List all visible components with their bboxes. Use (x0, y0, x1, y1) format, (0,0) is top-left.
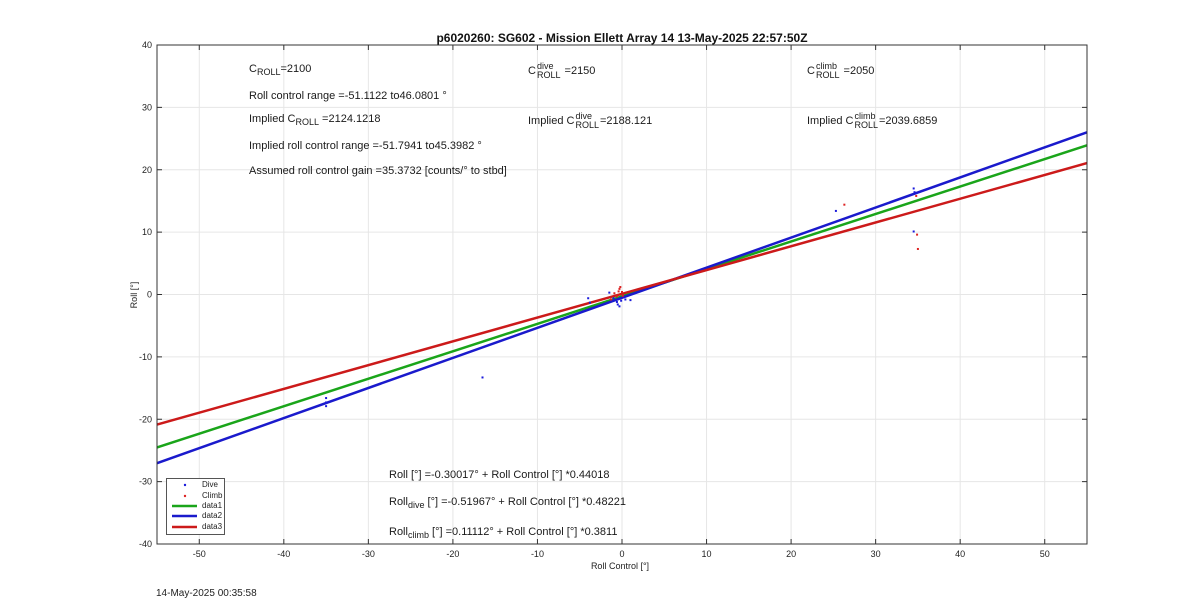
dive-point (834, 209, 837, 212)
dive-point (612, 297, 615, 300)
legend-label: data3 (202, 522, 223, 531)
roll-range-annotation: Roll control range =-51.1122 to46.0801 ° (249, 90, 447, 102)
climb-point (619, 286, 622, 289)
fit-line-data2 (156, 131, 1088, 465)
y-tick-label: -20 (139, 414, 152, 424)
y-tick-label: 40 (142, 40, 152, 50)
chart-title: p6020260: SG602 - Mission Ellett Array 1… (436, 31, 808, 45)
x-tick-label: 40 (955, 549, 965, 559)
legend-data1-line (172, 504, 197, 508)
y-tick-label: 0 (147, 290, 152, 300)
y-tick-label: -30 (139, 477, 152, 487)
y-axis-label: Roll [°] (129, 281, 139, 309)
legend-label: Climb (202, 491, 223, 500)
legend-label: Dive (202, 480, 219, 489)
dive-point (624, 298, 627, 301)
dive-point (912, 187, 915, 190)
fit-line-data3 (156, 161, 1088, 426)
dive-point (615, 300, 618, 303)
legend-item-climb: Climb (167, 491, 224, 501)
dive-point (587, 297, 590, 300)
legend-climb-marker (183, 494, 187, 498)
chart-legend: Dive Climb data1 data2 data3 (166, 478, 225, 535)
legend-data3-line (172, 525, 197, 529)
dive-point (913, 191, 916, 194)
c-roll-annotation: CROLL=2100 (249, 63, 312, 77)
legend-label: data2 (202, 511, 223, 520)
y-tick-label: 30 (142, 102, 152, 112)
x-tick-label: 50 (1040, 549, 1050, 559)
y-tick-label: 10 (142, 227, 152, 237)
y-tick-label: -40 (139, 539, 152, 549)
climb-point (613, 292, 616, 295)
dive-point (325, 397, 328, 400)
x-tick-label: -30 (362, 549, 375, 559)
climb-point (843, 203, 846, 206)
legend-item-data1: data1 (167, 501, 224, 511)
dive-point (616, 303, 619, 306)
climb-point (916, 233, 919, 236)
legend-label: data1 (202, 501, 223, 510)
dive-point (588, 301, 591, 304)
implied-c-roll-annotation: Implied CROLL =2124.1218 (249, 113, 381, 127)
legend-data2-line (172, 514, 197, 518)
equation-all: Roll [°] =-0.30017° + Roll Control [°] *… (389, 469, 610, 481)
dive-point (618, 305, 621, 308)
climb-point (915, 194, 918, 197)
legend-item-dive: Dive (167, 480, 224, 490)
dive-point (912, 230, 915, 233)
legend-item-data3: data3 (167, 522, 224, 532)
climb-point (618, 287, 621, 290)
dive-point (608, 291, 611, 294)
dive-point (325, 401, 328, 404)
x-tick-label: 10 (702, 549, 712, 559)
equation-dive: Rolldive [°] =-0.51967° + Roll Control [… (389, 496, 627, 510)
y-tick-label: 20 (142, 165, 152, 175)
x-tick-label: 30 (871, 549, 881, 559)
legend-dive-marker (183, 483, 187, 487)
climb-point (916, 247, 919, 250)
x-tick-label: -50 (193, 549, 206, 559)
equation-climb: Rollclimb [°] =0.11112° + Roll Control [… (389, 526, 618, 540)
x-tick-label: -40 (277, 549, 290, 559)
climb-point (615, 295, 618, 298)
x-tick-label: -20 (446, 549, 459, 559)
x-tick-label: 0 (619, 549, 624, 559)
legend-item-data2: data2 (167, 511, 224, 521)
gain-annotation: Assumed roll control gain =35.3732 [coun… (249, 165, 507, 177)
climb-point (621, 291, 623, 294)
climb-point (617, 290, 620, 293)
implied-range-annotation: Implied roll control range =-51.7941 to4… (249, 140, 482, 152)
y-tick-label: -10 (139, 352, 152, 362)
dive-point (629, 299, 632, 302)
climb-point (610, 298, 613, 301)
print-timestamp: 14-May-2025 00:35:58 (156, 588, 257, 599)
x-tick-label: -10 (531, 549, 544, 559)
dive-point (620, 299, 623, 302)
dive-point (622, 295, 625, 298)
dive-point (481, 376, 484, 379)
dive-point (325, 405, 328, 408)
x-tick-label: 20 (786, 549, 796, 559)
x-axis-label: Roll Control [°] (590, 561, 650, 571)
climb-point (621, 294, 624, 297)
